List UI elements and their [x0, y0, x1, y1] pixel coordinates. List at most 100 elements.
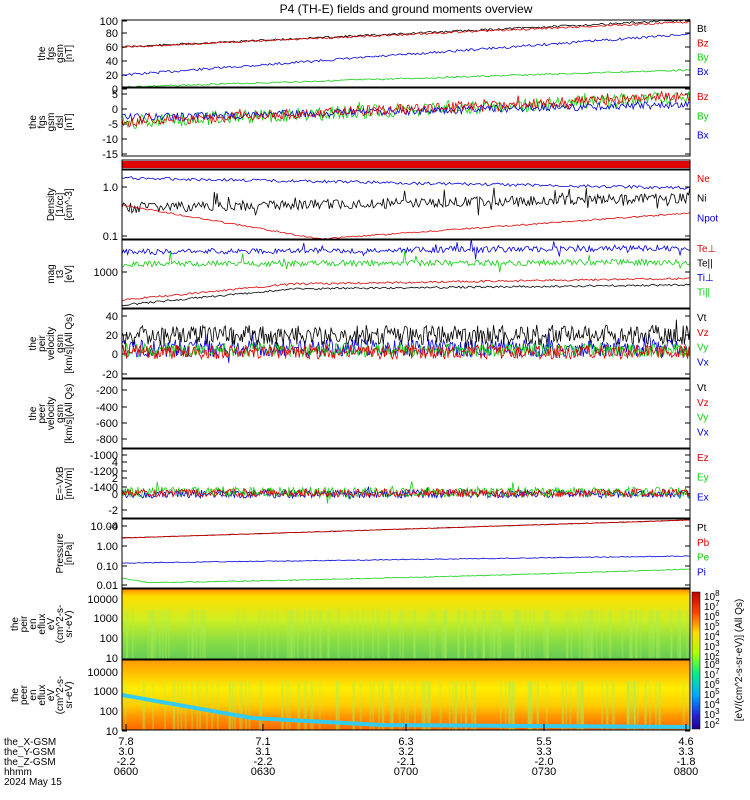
ytick-fgs_gsm: 80: [106, 28, 118, 40]
series-Pe: [121, 568, 690, 584]
spectrogram-streak: [320, 610, 323, 659]
colorbar-tick: 102: [704, 717, 720, 731]
spectrogram-streak: [527, 681, 530, 730]
ylabel-peir_spec: (cm^2-s-: [55, 605, 66, 644]
spectrogram-streak: [644, 681, 647, 730]
spectrogram-streak: [151, 610, 154, 659]
ytick-peir_spec: 10: [106, 653, 118, 665]
spectrogram-streak: [276, 610, 279, 659]
spectrogram-streak: [369, 681, 372, 730]
spectrogram-streak: [151, 610, 154, 659]
ylabel-peer_vel: peer: [37, 403, 48, 424]
spectrogram-streak: [578, 610, 581, 659]
spectrogram-streak: [191, 610, 194, 659]
spectrogram-streak: [126, 610, 129, 659]
spectrogram-streak: [570, 610, 573, 659]
spectrogram-streak: [288, 681, 291, 730]
spectrogram-streak: [601, 681, 604, 730]
spectrogram-streak: [457, 610, 460, 659]
panel-frame: [121, 19, 691, 88]
ytick-peer_vel: -200: [96, 385, 118, 397]
legend-peer_vel-Vy: Vy: [697, 413, 708, 424]
xaxis-value: -2.0: [535, 756, 554, 768]
spectrogram-streak: [203, 610, 206, 659]
xaxis-row-label: the_X-GSM: [4, 737, 56, 748]
spectrogram-streak: [286, 610, 289, 659]
legend-peer_vel-Vx: Vx: [697, 427, 709, 438]
ytick-pressure: 0.01: [97, 580, 118, 592]
ytick-density: 0.1: [103, 231, 118, 243]
spectrogram-streak: [152, 681, 155, 730]
ylabel-fgs_gsm: gsm: [55, 44, 66, 63]
ytick-efield: -4: [108, 521, 118, 533]
spectrogram-streak: [670, 610, 673, 659]
spectrogram-streak: [627, 681, 630, 730]
spectrogram-streak: [337, 681, 340, 730]
ylabel-fgs_gsm: fgs: [46, 47, 57, 60]
legend-efield-Ey: Ey: [697, 473, 709, 484]
spectrogram-streak: [474, 610, 477, 659]
ylabel-density: Density: [46, 188, 57, 221]
spectrogram-streak: [532, 610, 535, 659]
spectrogram-streak: [161, 610, 164, 659]
spectrogram-streak: [577, 681, 580, 730]
ytick-temp: 1000: [94, 267, 118, 279]
xaxis-value: 3.1: [255, 746, 270, 758]
spectrogram-streak: [387, 610, 390, 659]
ytick-efield: 2: [112, 473, 118, 485]
spectrogram-streak: [285, 681, 288, 730]
spectrogram-streak: [404, 681, 407, 730]
spectrogram-streak: [633, 681, 636, 730]
spectrogram-streak: [679, 610, 682, 659]
spectrogram-streak: [493, 610, 496, 659]
ylabel-pressure: [nPa]: [64, 542, 75, 566]
legend-efield-Ex: Ex: [697, 492, 709, 503]
spectrogram-streak: [303, 610, 306, 659]
panel-bar: [121, 159, 691, 170]
spectrogram-streak: [628, 610, 631, 659]
ylabel-peer_spec: (cm^2-s-: [55, 676, 66, 715]
legend-peir_vel-Vz: Vz: [697, 328, 709, 339]
spectrogram-streak: [688, 681, 691, 730]
spectrogram-streak: [608, 610, 611, 659]
ytick-fgs_dsl: 5: [112, 89, 118, 101]
plot-title: P4 (TH-E) fields and ground moments over…: [280, 2, 533, 16]
spectrogram-streak: [465, 681, 468, 730]
legend-density-Npot: Npot: [697, 213, 718, 224]
series-By: [121, 91, 691, 129]
ytick-peer_spec: 100: [100, 706, 118, 718]
ylabel-peir_spec: peir: [19, 615, 30, 632]
spectrogram-streak: [352, 681, 355, 730]
panel-efield: E=-VxB[mV/m] 4 2 0 -2 -4 Ez Ey Ex: [55, 448, 709, 533]
spectrogram-streak: [514, 610, 517, 659]
spectrogram-streak: [234, 681, 237, 730]
spectrogram-streak: [492, 610, 495, 659]
spectrogram-streak: [448, 681, 451, 730]
ytick-fgs_dsl: -15: [102, 149, 118, 161]
xaxis-row-label: hhmm: [4, 767, 32, 778]
series-Npot: [121, 176, 691, 190]
ytick-fgs_gsm: 40: [106, 56, 118, 68]
ytick-efield: 0: [112, 489, 118, 501]
spectrogram-streak: [513, 681, 516, 730]
spectrogram-streak: [211, 681, 214, 730]
spectrogram-streak: [428, 681, 431, 730]
spectrogram-streak: [656, 610, 659, 659]
spectrogram-streak: [421, 681, 424, 730]
spectrogram-streak: [337, 610, 340, 659]
spectrogram-streak: [431, 610, 434, 659]
ytick-pressure: 0.10: [97, 561, 118, 573]
spectrogram-streak: [371, 610, 374, 659]
legend-pressure-Pb: Pb: [697, 538, 710, 549]
ytick-peir_vel: 40: [106, 311, 118, 323]
xaxis-row-label: the_Z-GSM: [4, 757, 56, 768]
spectrogram-streak: [670, 610, 673, 659]
spectrogram-streak: [290, 610, 293, 659]
spectrogram-streak: [296, 610, 299, 659]
spectrogram-streak: [529, 681, 532, 730]
spectrogram-streak: [413, 610, 416, 659]
panel-frame: [121, 378, 691, 449]
ylabel-peir_spec: en: [28, 618, 39, 629]
legend-temp-Te⊥: Te⊥: [697, 244, 716, 255]
